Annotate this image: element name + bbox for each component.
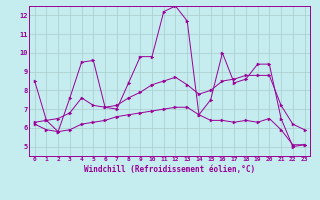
X-axis label: Windchill (Refroidissement éolien,°C): Windchill (Refroidissement éolien,°C) [84, 165, 255, 174]
